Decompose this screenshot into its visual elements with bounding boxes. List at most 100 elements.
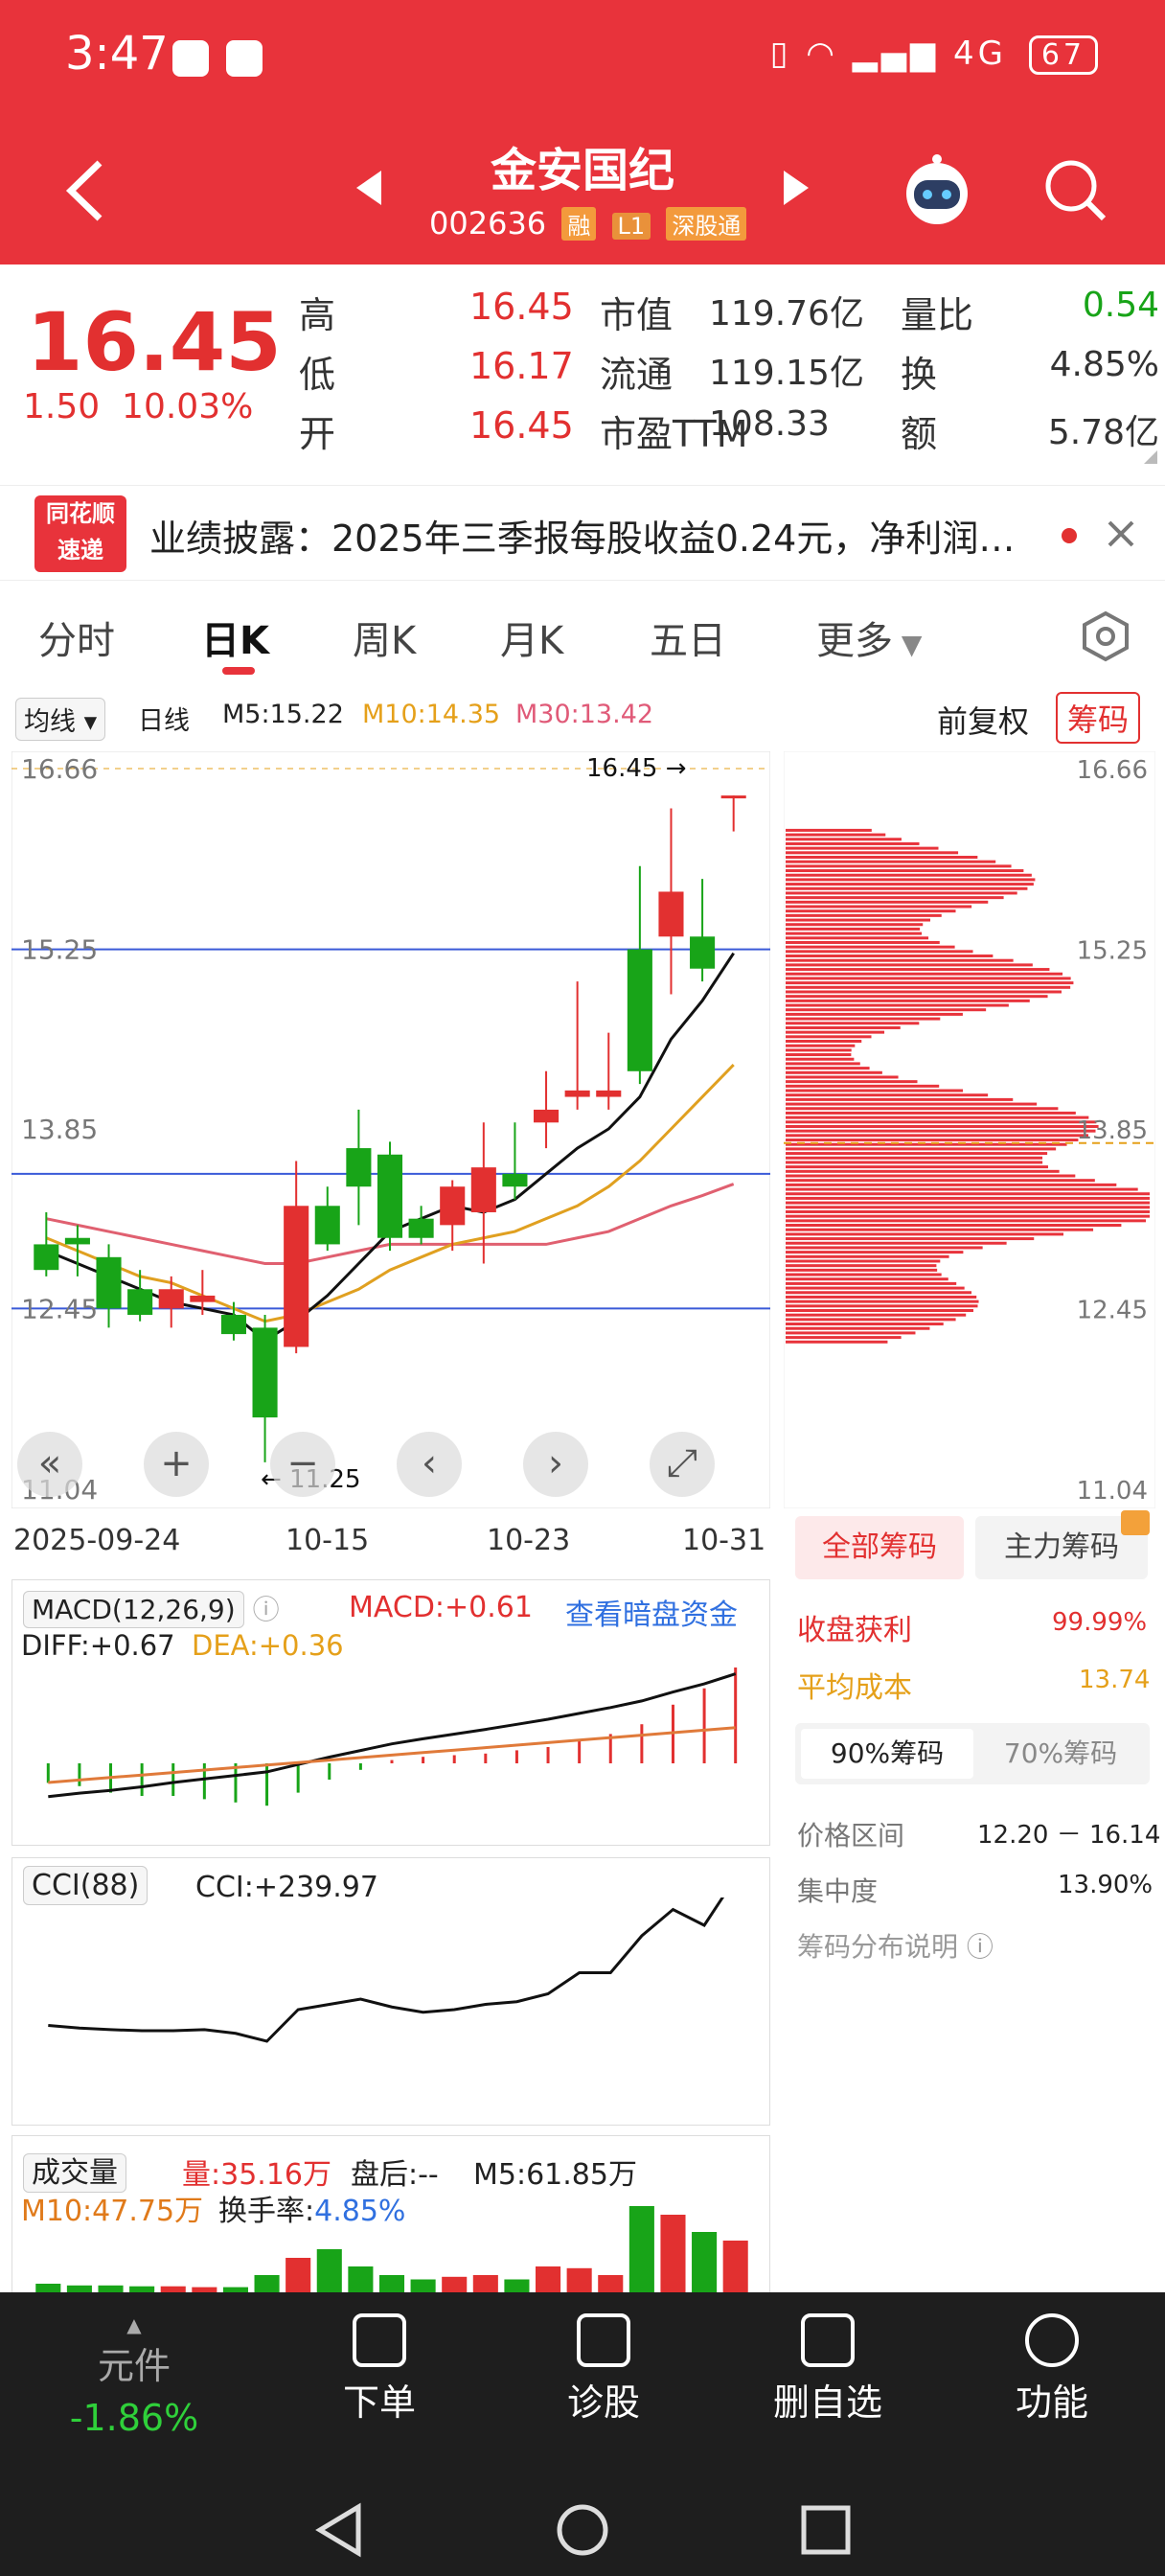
candle-body xyxy=(220,1315,246,1335)
volume-title[interactable]: 成交量 xyxy=(23,2149,126,2193)
macd-title[interactable]: MACD(12,26,9) ⓘ xyxy=(23,1589,280,1628)
news-bar[interactable]: 同花顺 速递 业绩披露：2025年三季报每股收益0.24元，净利润… xyxy=(0,485,1165,581)
chip-bar xyxy=(786,932,923,935)
cci-panel xyxy=(11,1857,770,2126)
chips-toggle-button[interactable]: 筹码 xyxy=(1056,692,1141,744)
btn-90-chips[interactable]: 90%筹码 xyxy=(801,1729,973,1779)
date-start: 2025-09-24 xyxy=(13,1524,181,1557)
tab-all-chips[interactable]: 全部筹码 xyxy=(795,1516,964,1579)
chip-bar xyxy=(786,1300,979,1303)
quote-value: 0.54 xyxy=(1082,286,1159,325)
chip-bar xyxy=(786,981,1074,985)
nav-recents-icon[interactable] xyxy=(799,2503,853,2557)
news-text[interactable]: 业绩披露：2025年三季报每股收益0.24元，净利润… xyxy=(149,518,1016,560)
tab-weekly-k[interactable]: 周K xyxy=(353,619,417,663)
chip-bar xyxy=(786,1044,856,1047)
chip-bar xyxy=(786,1138,1079,1142)
quote-label: 流通 xyxy=(600,354,674,396)
chip-y-tick: 13.85 xyxy=(1077,1116,1148,1145)
chip-y-tick: 15.25 xyxy=(1077,937,1148,966)
order-icon xyxy=(353,2313,406,2367)
chip-bar xyxy=(786,963,1033,967)
chip-bar xyxy=(786,828,872,832)
macd-chart xyxy=(46,1668,738,1806)
zoom-out-full-icon[interactable]: « xyxy=(17,1432,82,1497)
profit-label: 收盘获利 xyxy=(797,1614,912,1647)
ma-select[interactable]: 均线 ▾ xyxy=(15,698,106,741)
back-icon[interactable] xyxy=(61,157,109,224)
tab-monthly-k[interactable]: 月K xyxy=(500,619,564,663)
chip-bar xyxy=(786,1340,888,1344)
function-button[interactable]: 功能 xyxy=(956,2313,1148,2426)
search-icon[interactable] xyxy=(1042,157,1109,224)
tab-main-chips[interactable]: 主力筹码 xyxy=(975,1516,1148,1579)
nav-home-icon[interactable] xyxy=(554,2501,611,2559)
cci-chart xyxy=(48,1898,724,2043)
zoom-out-icon[interactable]: − xyxy=(270,1432,335,1497)
chip-bar xyxy=(786,1237,1035,1241)
cci-title[interactable]: CCI(88) xyxy=(23,1866,148,1905)
quote-value: 16.45 xyxy=(469,286,574,328)
unit-toggle[interactable]: ▲ 元件 -1.86% xyxy=(38,2313,230,2439)
remove-watchlist-button[interactable]: 删自选 xyxy=(732,2313,924,2426)
chip-bar xyxy=(786,1057,855,1061)
chip-bar xyxy=(786,1102,1038,1106)
chip-bar xyxy=(786,1129,1096,1133)
chevron-up-icon: ▲ xyxy=(126,2313,142,2336)
scroll-left-icon[interactable]: ‹ xyxy=(397,1432,462,1497)
dea-value: DEA:+0.36 xyxy=(192,1629,344,1662)
chip-y-tick: 12.45 xyxy=(1077,1296,1148,1324)
expand-corner-icon[interactable] xyxy=(1144,450,1157,464)
change-amount: 1.50 xyxy=(23,387,101,426)
diagnose-button[interactable]: 诊股 xyxy=(508,2313,699,2426)
chip-bar xyxy=(786,1192,1150,1196)
prev-stock-icon[interactable] xyxy=(353,169,385,207)
order-button[interactable]: 下单 xyxy=(284,2313,475,2426)
chips-tabs: 全部筹码 主力筹码 xyxy=(795,1510,1150,1583)
fullscreen-icon[interactable]: ⤢ xyxy=(650,1432,715,1497)
quote-value: 4.85% xyxy=(1049,345,1159,384)
period-tabs: 分时 日K 周K 月K 五日 更多 ▼ xyxy=(0,585,1165,680)
diff-value: DIFF:+0.67 xyxy=(21,1629,175,1662)
chip-bar xyxy=(786,838,902,841)
chip-bar xyxy=(786,878,1036,882)
tab-more[interactable]: 更多 ▼ xyxy=(816,619,923,663)
candle-body xyxy=(470,1167,496,1212)
next-stock-icon[interactable] xyxy=(780,169,812,207)
chip-bar xyxy=(786,1134,1089,1138)
chip-bar xyxy=(786,1224,1122,1228)
tab-five-day[interactable]: 五日 xyxy=(650,619,726,663)
candle-body xyxy=(346,1148,372,1187)
scroll-right-icon[interactable]: › xyxy=(523,1432,588,1497)
zoom-in-icon[interactable]: + xyxy=(144,1432,209,1497)
adjust-select[interactable]: 前复权 xyxy=(937,703,1030,740)
chip-bar xyxy=(786,923,924,927)
settings-icon[interactable] xyxy=(1079,610,1132,663)
chip-bar xyxy=(786,860,996,863)
dark-pool-link[interactable]: 查看暗盘资金 xyxy=(565,1598,738,1632)
concentration-value: 13.90% xyxy=(1058,1871,1154,1899)
volume-bar xyxy=(160,2286,186,2292)
chip-bar xyxy=(786,918,930,922)
tab-timeshare[interactable]: 分时 xyxy=(38,619,115,663)
chip-bar xyxy=(786,1251,964,1254)
close-icon[interactable] xyxy=(1106,518,1136,549)
btn-70-chips[interactable]: 70%筹码 xyxy=(1003,1737,1118,1769)
chip-bar xyxy=(786,950,973,954)
ma30-label: M30:13.42 xyxy=(515,700,654,729)
chip-bar xyxy=(786,1169,1060,1173)
tab-daily-k[interactable]: 日K xyxy=(201,619,269,663)
nav-back-icon[interactable] xyxy=(312,2501,366,2559)
bottom-action-bar: ▲ 元件 -1.86% 下单 诊股 删自选 功能 xyxy=(0,2292,1165,2576)
chip-percent-toggle: 90%筹码 70%筹码 xyxy=(795,1723,1150,1784)
last-price: 16.45 xyxy=(27,295,282,389)
macd-value: MACD:+0.61 xyxy=(349,1591,533,1624)
chip-bar xyxy=(786,1209,1150,1213)
svg-text:‹: ‹ xyxy=(422,1441,437,1485)
volume-bar xyxy=(692,2232,718,2292)
assistant-robot-icon[interactable] xyxy=(899,151,975,228)
chips-help-link[interactable]: 筹码分布说明 ⓘ xyxy=(797,1931,994,1963)
chip-bar xyxy=(786,977,1071,980)
ma5-label: M5:15.22 xyxy=(222,700,344,729)
